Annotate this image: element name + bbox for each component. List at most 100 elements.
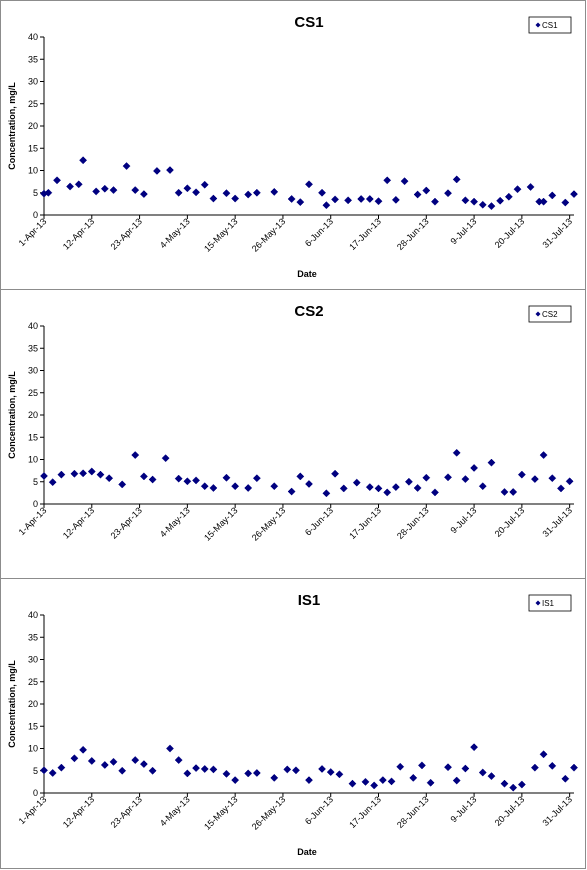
data-point	[509, 488, 518, 496]
data-point	[48, 478, 57, 487]
y-tick-label: 10	[28, 166, 38, 176]
data-point	[79, 469, 88, 478]
y-axis-label: Concentration, mg/L	[7, 82, 17, 170]
data-point	[192, 764, 201, 773]
data-point	[444, 189, 452, 198]
data-point	[365, 483, 374, 492]
data-point	[526, 183, 535, 191]
data-point	[422, 473, 431, 482]
data-point	[305, 776, 313, 785]
x-tick-label: 31-Jul-13	[540, 794, 574, 828]
data-point	[174, 474, 183, 483]
x-tick-label: 17-Jun-13	[347, 794, 383, 830]
data-point	[461, 475, 470, 484]
data-point	[452, 776, 461, 785]
data-point	[322, 201, 331, 210]
x-tick-label: 12-Apr-13	[61, 216, 96, 251]
y-axis-label: Concentration, mg/L	[7, 660, 17, 748]
x-tick-label: 28-Jun-13	[395, 794, 431, 830]
data-point	[570, 763, 578, 772]
data-point	[539, 750, 548, 759]
x-tick-label: 6-Jun-13	[303, 216, 335, 248]
x-axis-label: Date	[297, 847, 317, 857]
data-point	[79, 745, 88, 754]
data-point	[548, 474, 557, 483]
chart-panel-cs2: CS2 0 5 10 15 20 25 30 35 40 1-Apr-13 12-Apr-13 23-A…	[0, 289, 586, 579]
legend-marker	[535, 22, 541, 28]
y-tick-label: 0	[33, 499, 38, 509]
x-tick-label: 15-May-13	[202, 216, 239, 253]
data-point	[478, 768, 487, 777]
data-point	[200, 482, 209, 491]
data-point	[391, 195, 400, 204]
data-point	[57, 763, 66, 772]
y-tick-label: 30	[28, 366, 38, 376]
chart-cs1: CS1 0 5 10 15 20 25 30 35 40 1-Apr-13 12-Apr-13 23-A…	[7, 14, 578, 279]
y-tick-label: 35	[28, 54, 38, 64]
data-point	[200, 180, 209, 189]
y-tick-label: 30	[28, 77, 38, 87]
data-point	[183, 184, 192, 193]
data-point	[470, 743, 479, 752]
data-point	[496, 196, 505, 205]
x-tick-label: 6-Jun-13	[303, 505, 335, 537]
data-point	[396, 762, 405, 771]
x-tick-label: 17-Jun-13	[347, 505, 383, 541]
data-point	[331, 469, 340, 478]
y-tick-label: 25	[28, 677, 38, 687]
legend-label: CS2	[542, 310, 558, 319]
data-point	[470, 197, 479, 206]
chart-title: CS2	[294, 303, 323, 320]
legend: CS2	[528, 305, 572, 323]
data-point	[400, 177, 409, 186]
data-point	[152, 166, 161, 175]
data-point	[548, 191, 557, 200]
data-point	[461, 196, 470, 205]
data-point	[487, 458, 496, 467]
data-point	[118, 480, 127, 489]
legend: CS1	[528, 16, 572, 34]
data-point	[183, 769, 192, 778]
data-point	[100, 184, 109, 193]
y-tick-label: 15	[28, 143, 38, 153]
data-point	[131, 186, 140, 195]
data-point	[296, 472, 305, 481]
y-tick-label: 35	[28, 632, 38, 642]
data-point	[244, 484, 253, 492]
y-tick-label: 40	[28, 321, 38, 331]
data-point	[109, 757, 118, 766]
chart-panel-is1: IS1 0 5 10 15 20 25 30 35 40 1-Apr-13 12-Apr-13 23-A…	[0, 578, 586, 869]
data-point	[478, 200, 487, 209]
data-point	[305, 180, 313, 189]
data-point	[561, 774, 570, 783]
data-point	[87, 467, 96, 476]
data-point	[539, 451, 548, 460]
x-tick-label: 15-May-13	[202, 794, 239, 831]
data-point	[339, 484, 348, 493]
data-point	[352, 478, 361, 487]
x-tick-label: 1-Apr-13	[17, 794, 49, 826]
data-point	[244, 190, 253, 199]
y-tick-label: 0	[33, 210, 38, 220]
data-point	[70, 754, 79, 763]
data-point	[122, 162, 131, 171]
data-point	[530, 763, 539, 772]
data-point	[131, 451, 140, 460]
x-tick-label: 26-May-13	[250, 216, 287, 253]
data-point	[413, 190, 422, 199]
data-point	[487, 772, 496, 781]
data-point	[318, 765, 326, 773]
data-point	[570, 190, 578, 199]
data-point	[231, 482, 240, 491]
x-axis-label: Date	[297, 269, 317, 279]
legend-box	[528, 594, 572, 612]
data-point	[148, 766, 157, 775]
data-point	[252, 188, 261, 197]
y-tick-label: 25	[28, 99, 38, 109]
data-point	[470, 464, 479, 472]
data-point	[231, 776, 240, 785]
chart-title: IS1	[298, 592, 321, 609]
data-point	[404, 477, 413, 486]
data-point	[222, 769, 231, 778]
x-tick-label: 4-May-13	[158, 216, 192, 250]
